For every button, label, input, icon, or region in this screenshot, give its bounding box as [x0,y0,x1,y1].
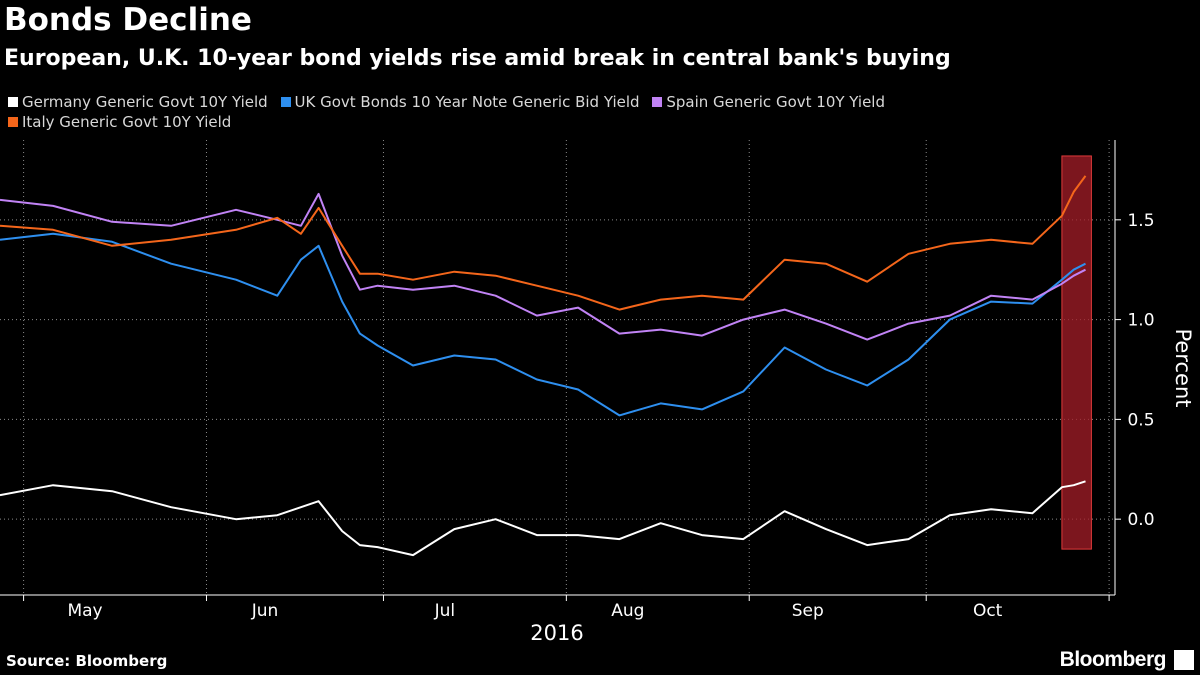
legend-label-germany: Germany Generic Govt 10Y Yield [22,93,268,111]
legend-row-2: Italy Generic Govt 10Y Yield [8,112,1058,132]
x-tick-label: Oct [973,601,1003,621]
series-line-2 [0,192,1086,341]
legend-label-spain: Spain Generic Govt 10Y Yield [666,93,885,111]
series-line-1 [0,232,1086,417]
x-tick-label: May [67,601,102,621]
axes: 0.0 0.5 1.0 1.5 May Jun Jul Aug Sep Oct [0,140,1155,621]
gridlines [0,140,1115,595]
y-tick-label: 0.5 [1127,410,1154,430]
legend-swatch-spain [652,97,663,107]
legend-label-uk: UK Govt Bonds 10 Year Note Generic Bid Y… [294,93,640,111]
legend-label-italy: Italy Generic Govt 10Y Yield [22,113,232,131]
x-tick-label: Sep [792,601,824,621]
x-tick-label: Jul [434,601,456,621]
legend: Germany Generic Govt 10Y Yield UK Govt B… [8,92,1058,132]
series-line-0 [0,480,1086,557]
chart-title: Bonds Decline [4,2,252,38]
y-tick-label: 1.0 [1127,311,1154,331]
source-note: Source: Bloomberg [6,652,168,670]
legend-item-italy[interactable]: Italy Generic Govt 10Y Yield [8,112,231,132]
legend-row-1: Germany Generic Govt 10Y Yield UK Govt B… [8,92,1058,112]
legend-swatch-germany [8,97,18,107]
x-axis-title: 2016 [530,621,583,645]
y-tick-label: 1.5 [1127,211,1154,231]
series-line-3 [0,175,1087,311]
legend-item-germany[interactable]: Germany Generic Govt 10Y Yield [8,92,268,112]
y-tick-label: 0.0 [1127,510,1154,530]
legend-swatch-italy [8,117,18,127]
chart-subtitle: European, U.K. 10-year bond yields rise … [4,46,951,71]
brand-logo: Bloomberg [1059,648,1167,671]
series-lines [0,175,1087,557]
x-tick-label: Aug [611,601,644,621]
y-axis-title: Percent [1171,328,1195,407]
bloomberg-chart-icon [1174,650,1194,670]
legend-swatch-uk [280,97,291,107]
highlight-band-layer [1061,155,1092,550]
legend-item-spain[interactable]: Spain Generic Govt 10Y Yield [652,92,885,112]
x-tick-label: Jun [251,601,279,621]
legend-item-uk[interactable]: UK Govt Bonds 10 Year Note Generic Bid Y… [280,92,640,112]
highlight-band [1061,155,1092,550]
